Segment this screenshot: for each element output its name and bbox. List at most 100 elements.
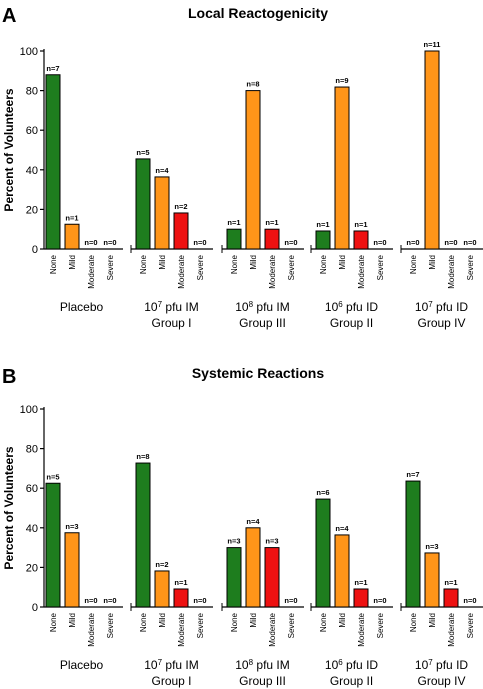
panel-a-severity-label: Moderate (87, 254, 96, 288)
panel-b-count-label: n=1 (354, 578, 367, 587)
panel-b-severity-label: Moderate (177, 612, 186, 646)
panel-a-count-label: n=0 (444, 238, 457, 247)
panel-a-severity-label: Severe (287, 254, 296, 280)
panel-b-y-tick-label: 20 (26, 562, 38, 574)
panel-a-count-label: n=0 (373, 238, 386, 247)
panel-b-severity-label: Moderate (87, 612, 96, 646)
panel-a-severity-label: None (139, 254, 148, 274)
panel-a-count-label: n=11 (424, 40, 441, 49)
panel-a-y-tick-label: 40 (26, 165, 38, 177)
panel-a-group-label: Placebo (60, 300, 104, 314)
panel-a-bar (334, 86, 350, 250)
panel-a-group: n=5 None n=4 Mild n=2 Moderate n=0 Severe 107 pf… (135, 148, 207, 330)
panel-a-count-label: n=1 (65, 213, 78, 222)
panel-b-count-label: n=0 (103, 596, 116, 605)
panel-b-group: n=7 None n=3 Mild n=1 Moderate n=0 Severe 107 pf… (405, 470, 477, 688)
panel-a-y-tick-label: 100 (20, 46, 38, 58)
panel-b-count-label: n=3 (265, 537, 278, 546)
panel-a-count-label: n=1 (265, 218, 278, 227)
panel-b-count-label: n=3 (65, 522, 78, 531)
panel-b-group-label: 107 pfu IM (144, 658, 199, 673)
panel-a-title: Local Reactogenicity (188, 5, 328, 21)
panel-a-count-label: n=0 (463, 238, 476, 247)
panel-b: B Systemic Reactions Percent of Volunteers… (2, 365, 483, 688)
panel-a-bar (45, 74, 61, 250)
panel-b-severity-label: Moderate (447, 612, 456, 646)
panel-b-severity-label: Mild (249, 613, 258, 628)
panel-a-severity-label: Moderate (268, 254, 277, 288)
panel-a-count-label: n=8 (246, 80, 259, 89)
panel-b-group: n=8 None n=2 Mild n=1 Moderate n=0 Severe 107 pf… (135, 452, 207, 688)
panel-a-severity-label: Moderate (177, 254, 186, 288)
panel-a-bar (64, 223, 80, 250)
panel-b-bar (315, 498, 331, 608)
panel-a-severity-label: None (49, 254, 58, 274)
panel-a-group-label: 108 pfu IM (235, 300, 290, 315)
panel-b-count-label: n=2 (155, 560, 168, 569)
panel-b-severity-label: Moderate (357, 612, 366, 646)
panel-b-severity-label: Severe (376, 612, 385, 638)
panel-b-count-label: n=4 (246, 517, 260, 526)
panel-a-group: n=1 None n=9 Mild n=1 Moderate n=0 Severe 106 pf… (315, 76, 387, 330)
panel-a-count-label: n=2 (174, 202, 187, 211)
panel-a-count-label: n=4 (155, 166, 169, 175)
panel-a-severity-label: Mild (158, 255, 167, 270)
panel-a-count-label: n=0 (284, 238, 297, 247)
panel-a-severity-label: Severe (376, 254, 385, 280)
panel-b-count-label: n=8 (136, 452, 149, 461)
panel-b-severity-label: Severe (196, 612, 205, 638)
panel-a-bar (315, 230, 331, 250)
panel-a-count-label: n=1 (227, 218, 240, 227)
panel-b-severity-label: Mild (428, 613, 437, 628)
panel-b-bar (64, 532, 80, 608)
panel-a-severity-label: Moderate (357, 254, 366, 288)
panel-b-count-label: n=4 (335, 524, 349, 533)
panel-a-severity-label: Moderate (447, 254, 456, 288)
panel-b-bar (264, 547, 280, 608)
panel-a-count-label: n=9 (335, 76, 348, 85)
panel-b-bar (405, 480, 421, 608)
panel-a-bar (245, 90, 261, 250)
panel-b-severity-label: Moderate (268, 612, 277, 646)
panel-a-y-tick-label: 80 (26, 86, 38, 98)
panel-b-bar (443, 588, 459, 608)
panel-a-count-label: n=1 (316, 220, 329, 229)
panel-a-count-label: n=0 (193, 238, 206, 247)
panel-b-count-label: n=1 (174, 578, 187, 587)
panel-b-severity-label: None (409, 612, 418, 632)
panel-b-bar (226, 547, 242, 608)
panel-b-y-tick-label: 60 (26, 483, 38, 495)
panel-a-count-label: n=5 (136, 148, 149, 157)
panel-a-count-label: n=1 (354, 220, 367, 229)
panel-b-letter: B (2, 366, 16, 388)
panel-b-count-label: n=0 (463, 596, 476, 605)
panel-b-bar (353, 588, 369, 608)
panel-b-count-label: n=0 (284, 596, 297, 605)
panel-a-bar (135, 158, 151, 250)
panel-b-count-label: n=6 (316, 488, 329, 497)
panel-a-group-sublabel: Group III (239, 316, 286, 330)
panel-b-group: n=6 None n=4 Mild n=1 Moderate n=0 Severe 106 pf… (315, 488, 387, 688)
panel-a-bar (226, 228, 242, 250)
panel-b-severity-label: None (49, 612, 58, 632)
panel-b-severity-label: None (319, 612, 328, 632)
panel-a-severity-label: Mild (428, 255, 437, 270)
panel-a-y-tick-label: 0 (32, 244, 38, 256)
panel-a-severity-label: Mild (338, 255, 347, 270)
panel-a-group-sublabel: Group I (151, 316, 191, 330)
panel-a-group: n=7 None n=1 Mild n=0 Moderate n=0 Severe Placeb… (45, 64, 117, 314)
panel-b-severity-label: Mild (158, 613, 167, 628)
panel-b-severity-label: Mild (68, 613, 77, 628)
panel-a-severity-label: Severe (106, 254, 115, 280)
panel-b-group-sublabel: Group III (239, 674, 286, 688)
panel-a-group-sublabel: Group IV (417, 316, 465, 330)
panel-b-group: n=5 None n=3 Mild n=0 Moderate n=0 Severe Placeb… (45, 472, 117, 672)
panel-a-group: n=0 None n=11 Mild n=0 Moderate n=0 Severe 107 p… (406, 40, 476, 330)
panel-a-y-tick-label: 20 (26, 204, 38, 216)
panel-a-severity-label: Mild (68, 255, 77, 270)
panel-b-group-label: 108 pfu IM (235, 658, 290, 673)
panel-b-group-sublabel: Group II (330, 674, 373, 688)
panel-b-y-tick-label: 0 (32, 602, 38, 614)
panel-b-group-label: Placebo (60, 658, 104, 672)
panel-a-group-label: 107 pfu ID (415, 300, 468, 315)
